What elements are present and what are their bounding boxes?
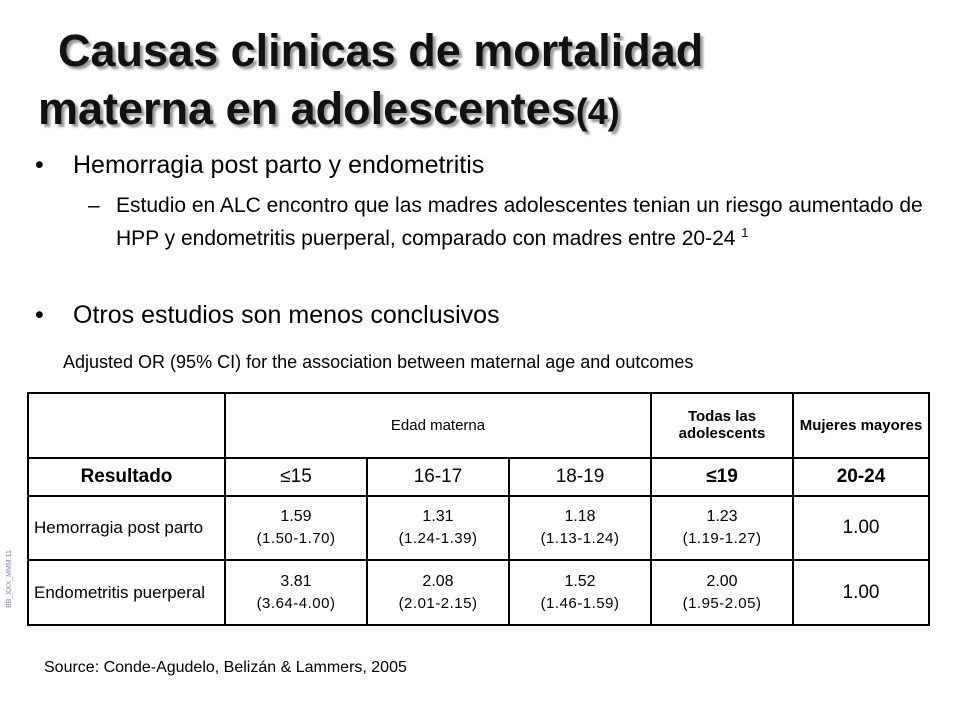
cell-value: 2.00 [706,572,738,590]
cell-value: 3.81 [280,572,312,590]
source-citation: Source: Conde-Agudelo, Belizán & Lammers… [44,659,407,676]
title-line-1: Causas clinicas de mortalidad [58,25,704,76]
column-label-18-19: 18-19 [507,456,653,497]
cell-ci: (1.24-1.39) [398,530,478,548]
table-cell: 1.18 (1.13-1.24) [507,494,653,562]
title-number: (4) [575,91,620,132]
table-cell: 3.81 (3.64-4.00) [224,559,368,626]
cell-value: 1.52 [564,572,596,590]
cell-value: 1.59 [280,508,312,526]
table-caption: Adjusted OR (95% CI) for the association… [63,352,694,372]
row-label-hemorragia: Hemorragia post parto [27,494,226,562]
cell-value: 1.18 [564,508,596,526]
cell-ci: (1.19-1.27) [682,530,762,548]
cell-value: 1.23 [706,508,738,526]
header-todas-adolescentes: Todas las adolescents [650,392,795,459]
table-cell: 2.08 (2.01-2.15) [366,559,510,626]
table-cell: 2.00 (1.95-2.05) [650,559,795,626]
reference-value-cell: 1.00 [792,494,931,562]
title-line-2: materna en adolescentes(4) [38,80,938,141]
slide-title: Causas clinicas de mortalidad materna en… [38,22,938,141]
cell-ci: (1.46-1.59) [540,594,620,612]
column-label-resultado: Resultado [27,456,226,497]
table-cell: 1.23 (1.19-1.27) [650,494,795,562]
table-row: Hemorragia post parto 1.59 (1.50-1.70) 1.… [27,494,931,562]
table-column-labels-row: Resultado ≤15 16-17 18-19 ≤19 20-24 [27,456,931,497]
header-empty-cell [27,392,226,459]
bullet-text: Hemorragia post parto y endometritis [73,151,485,179]
sub-bullet-text: Estudio en ALC encontro que las madres a… [116,192,926,252]
bullet-text: Otros estudios son menos conclusivos [73,301,500,329]
table-header-row: Edad materna Todas las adolescents Mujer… [27,392,931,459]
sub-bullet-marker: – [88,194,100,217]
reference-value-cell: 1.00 [792,559,931,626]
reference-superscript: 1 [741,225,749,240]
side-code-label: BB_XXX_MMM.11 [6,550,13,608]
column-label-le15: ≤15 [224,456,368,497]
cell-value: 2.08 [422,572,454,590]
bullet-marker: • [35,301,44,329]
column-label-20-24: 20-24 [792,456,931,497]
table-row: Endometritis puerperal 3.81 (3.64-4.00) 2… [27,559,931,626]
title-line-2-text: materna en adolescentes [38,83,576,134]
cell-value: 1.31 [422,508,454,526]
column-label-le19: ≤19 [650,456,795,497]
cell-ci: (2.01-2.15) [398,594,478,612]
cell-ci: (1.50-1.70) [256,530,336,548]
sub-bullet-body: Estudio en ALC encontro que las madres a… [116,194,923,250]
bullet-marker: • [35,151,44,179]
table-cell: 1.59 (1.50-1.70) [224,494,368,562]
header-edad-materna: Edad materna [223,392,653,459]
row-label-endometritis: Endometritis puerperal [27,559,226,626]
cell-ci: (1.95-2.05) [682,594,762,612]
cell-ci: (1.13-1.24) [540,530,620,548]
column-label-16-17: 16-17 [366,456,510,497]
table-cell: 1.52 (1.46-1.59) [507,559,653,626]
cell-ci: (3.64-4.00) [256,594,336,612]
header-mujeres-mayores: Mujeres mayores [792,392,931,459]
table-cell: 1.31 (1.24-1.39) [366,494,510,562]
odds-ratio-table: Edad materna Todas las adolescents Mujer… [27,392,931,626]
